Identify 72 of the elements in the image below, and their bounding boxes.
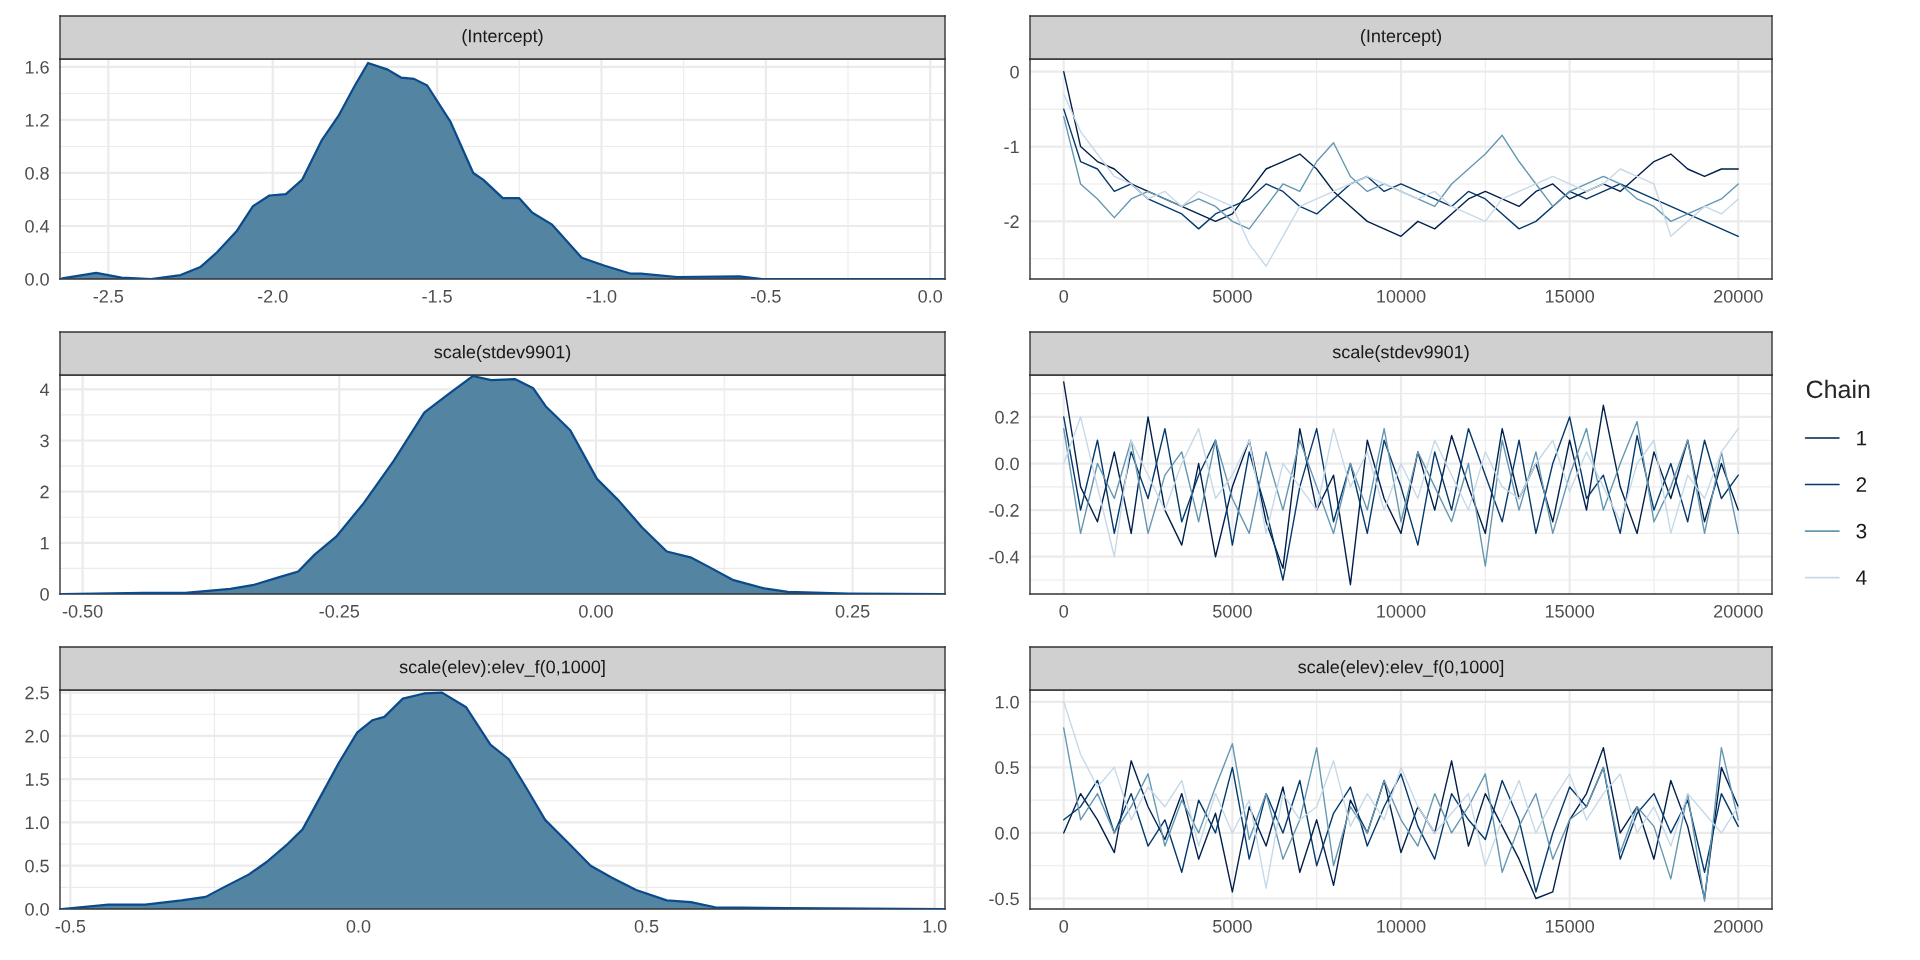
legend-label: 1 bbox=[1857, 430, 1867, 446]
chart-title: (Intercept) bbox=[1360, 29, 1442, 46]
y-tick-label: 1.6 bbox=[25, 60, 49, 74]
y-tick-label: 1.2 bbox=[25, 113, 49, 127]
x-tick-label: 5000 bbox=[1213, 919, 1252, 933]
x-tick-label: 0.5 bbox=[634, 919, 659, 933]
x-tick-label: 10000 bbox=[1377, 289, 1426, 303]
x-tick-label: -0.5 bbox=[55, 919, 86, 933]
line-series bbox=[1063, 71, 1739, 238]
x-tick-label: 20000 bbox=[1714, 289, 1763, 303]
y-tick-label: -0.5 bbox=[989, 892, 1019, 906]
y-tick-label: 0 bbox=[40, 587, 49, 601]
legend-label: 4 bbox=[1856, 570, 1867, 585]
x-tick-label: 0.00 bbox=[579, 604, 613, 618]
x-tick-label: 5000 bbox=[1213, 289, 1252, 303]
y-tick-label: 0.0 bbox=[995, 457, 1019, 471]
y-tick-label: 1 bbox=[40, 536, 49, 550]
y-tick-label: -0.4 bbox=[989, 550, 1020, 564]
chart-title: scale(elev):elev_f(0,1000] bbox=[1298, 660, 1504, 677]
x-tick-label: 0 bbox=[1059, 604, 1069, 618]
y-tick-label: 0.8 bbox=[25, 166, 49, 180]
x-tick-label: 15000 bbox=[1545, 289, 1595, 303]
y-tick-label: 0.0 bbox=[995, 826, 1019, 840]
line-series bbox=[1063, 381, 1739, 586]
y-tick-label: 1.0 bbox=[995, 695, 1019, 709]
y-tick-label: 0.4 bbox=[25, 219, 50, 233]
x-tick-label: 15000 bbox=[1545, 604, 1595, 618]
x-tick-label: 20000 bbox=[1714, 604, 1763, 618]
y-tick-label: 0.2 bbox=[995, 410, 1019, 424]
y-tick-label: -1 bbox=[1004, 140, 1019, 154]
x-tick-label: -1.0 bbox=[586, 289, 617, 303]
x-tick-label: -0.25 bbox=[319, 604, 360, 618]
y-tick-label: 3 bbox=[40, 434, 49, 448]
y-tick-label: 1.0 bbox=[25, 816, 49, 830]
legend-label: 2 bbox=[1856, 477, 1867, 492]
x-tick-label: -2.5 bbox=[93, 289, 124, 303]
x-tick-label: -2.0 bbox=[257, 289, 288, 303]
chart-title: scale(elev):elev_f(0,1000] bbox=[399, 660, 605, 677]
y-tick-label: -2 bbox=[1004, 215, 1019, 228]
chart-title: scale(stdev9901) bbox=[434, 345, 571, 362]
x-tick-label: 10000 bbox=[1377, 919, 1426, 933]
y-tick-label: 0.0 bbox=[25, 902, 49, 916]
x-tick-label: 0 bbox=[1059, 919, 1069, 933]
x-tick-label: 10000 bbox=[1377, 604, 1426, 618]
x-tick-label: 1.0 bbox=[923, 919, 947, 933]
y-tick-label: 2.0 bbox=[25, 729, 49, 743]
x-tick-label: -0.5 bbox=[751, 289, 781, 303]
y-tick-label: 0 bbox=[1010, 65, 1019, 79]
line-series bbox=[1063, 766, 1739, 893]
legend-label: 3 bbox=[1856, 523, 1867, 539]
legend-title: Chain bbox=[1806, 379, 1870, 399]
chart-title: (Intercept) bbox=[462, 29, 543, 46]
line-series bbox=[1063, 93, 1739, 267]
y-tick-label: 2.5 bbox=[25, 686, 49, 700]
x-tick-label: 0.0 bbox=[918, 289, 943, 303]
line-series bbox=[1063, 701, 1739, 889]
chart-title: scale(stdev9901) bbox=[1332, 345, 1469, 362]
y-tick-label: 4 bbox=[39, 383, 50, 396]
x-tick-label: -0.50 bbox=[62, 604, 103, 618]
x-tick-label: 5000 bbox=[1213, 604, 1252, 618]
x-tick-label: 0 bbox=[1059, 289, 1069, 303]
x-tick-label: 0.25 bbox=[835, 604, 870, 618]
x-tick-label: 20000 bbox=[1714, 919, 1763, 933]
x-tick-label: 0.0 bbox=[346, 919, 371, 933]
y-tick-label: 0.5 bbox=[25, 859, 49, 873]
x-tick-label: 15000 bbox=[1545, 919, 1595, 933]
y-tick-label: 1.5 bbox=[25, 773, 49, 786]
y-tick-label: 0.5 bbox=[995, 761, 1019, 775]
x-tick-label: -1.5 bbox=[422, 290, 452, 303]
y-tick-label: 0.0 bbox=[25, 272, 49, 286]
y-tick-label: -0.2 bbox=[989, 504, 1019, 517]
y-tick-label: 2 bbox=[40, 485, 49, 499]
